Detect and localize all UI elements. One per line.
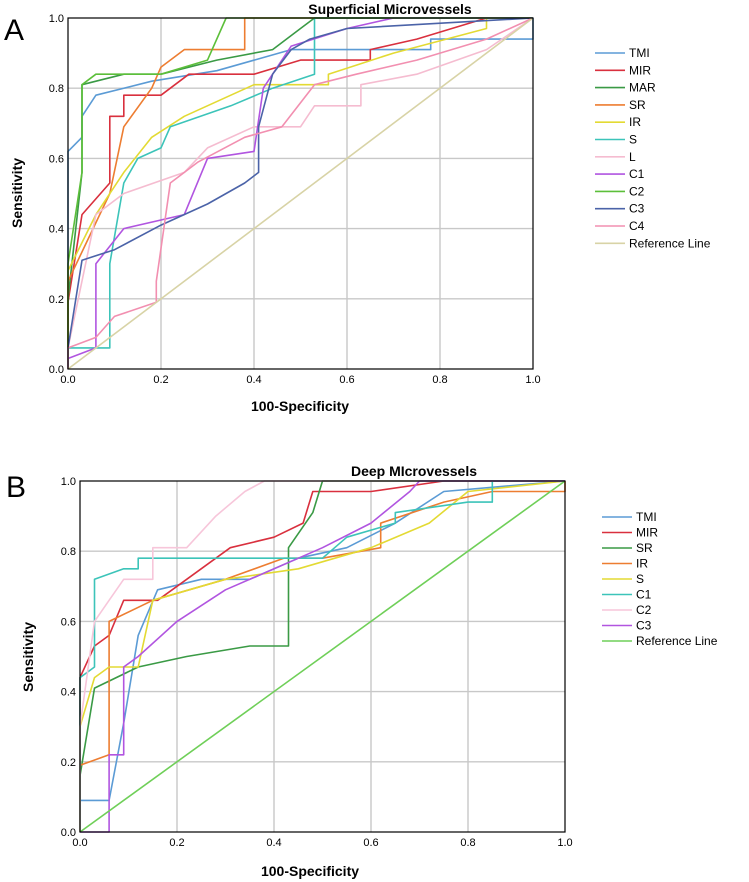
series-line-c3 (80, 480, 565, 833)
series-line-reference-line (79, 480, 566, 833)
series-line-mir (79, 480, 565, 832)
y-tick-label: 0.2 (49, 294, 64, 306)
x-tick-label: 0.2 (153, 374, 168, 386)
series-group-a (67, 17, 534, 370)
legend-label-c2: C2 (629, 184, 645, 198)
y-axis-label-b: Sensitivity (20, 622, 36, 692)
legend-label-sr: SR (636, 541, 653, 555)
x-axis-label-b: 100-Specificity (261, 863, 359, 879)
panel-letter-a: A (4, 14, 24, 47)
x-tick-label: 0.0 (60, 374, 75, 386)
legend-label-c3: C3 (629, 202, 645, 216)
x-tick-label: 1.0 (525, 374, 540, 386)
series-line-c3 (67, 17, 534, 369)
series-line-l (67, 17, 534, 369)
plot-frame-a (67, 17, 534, 370)
legend-label-s: S (629, 133, 637, 147)
series-line-sr (79, 480, 565, 832)
x-tick-label: 1.0 (557, 837, 572, 849)
y-tick-label: 0.8 (49, 83, 64, 95)
y-tick-label: 0.2 (61, 757, 76, 769)
chart-title-a: Superficial Microvessels (308, 1, 472, 17)
grid-b (80, 481, 565, 832)
legend-label-c2: C2 (636, 603, 652, 617)
legend-label-tmi: TMI (629, 46, 650, 60)
ticks-b: 0.0 0.2 0.4 0.6 0.8 1.0 0.0 0.2 0.4 0.6 0.8 1.0 (61, 476, 573, 849)
x-tick-label: 0.0 (72, 837, 87, 849)
x-tick-label: 0.8 (432, 374, 447, 386)
panel-letter-b: B (6, 471, 26, 504)
legend-label-c4: C4 (629, 219, 645, 233)
y-axis-label-a: Sensitivity (9, 158, 25, 228)
series-line-reference-line (67, 17, 534, 370)
x-tick-label: 0.6 (363, 837, 378, 849)
series-line-s (79, 480, 566, 832)
chart-title-b: Deep MIcrovessels (351, 463, 477, 479)
x-tick-label: 0.4 (266, 837, 281, 849)
y-tick-label: 1.0 (61, 476, 76, 488)
y-tick-label: 0.6 (61, 616, 76, 628)
legend-label-c1: C1 (629, 167, 645, 181)
deep-roc-chart: Deep MIcrovessels 0.0 0.2 0.4 0.6 0.8 1.00.00… (20, 463, 718, 879)
legend-label-c3: C3 (636, 619, 652, 633)
legend-label-s: S (636, 572, 644, 586)
x-tick-label: 0.4 (246, 374, 261, 386)
series-group-b (79, 480, 566, 833)
y-tick-label: 0.0 (49, 364, 64, 376)
legend-label-ir: IR (629, 115, 641, 129)
legend-label-mar: MAR (629, 81, 656, 95)
series-line-s (67, 17, 533, 369)
series-line-c2 (67, 17, 533, 369)
y-tick-label: 0.6 (49, 153, 64, 165)
y-tick-label: 0.8 (61, 546, 76, 558)
y-tick-label: 0.0 (61, 827, 76, 839)
legend-label-reference-line: Reference Line (629, 236, 711, 250)
legend-label-sr: SR (629, 98, 646, 112)
legend-label-mir: MIR (636, 526, 658, 540)
legend-label-mir: MIR (629, 63, 651, 77)
series-line-c4 (67, 17, 534, 369)
superficial-roc-chart: Superficial Microvessels 0.0 0.2 0.4 0.6 0.8… (9, 1, 711, 414)
legend-label-tmi: TMI (636, 510, 657, 524)
legend-label-l: L (629, 150, 636, 164)
y-tick-label: 1.0 (49, 13, 64, 25)
series-line-sr (67, 17, 533, 369)
ticks-a: 0.0 0.2 0.4 0.6 0.8 1.0 0.0 0.2 0.4 0.6 0.8 1.0 (49, 13, 541, 386)
series-line-ir (67, 17, 533, 369)
y-tick-label: 0.4 (49, 224, 64, 236)
y-tick-label: 0.4 (61, 687, 76, 699)
legend-a: TMI MIR MAR SR IR SL C1 C2 C3 C4 Reference Line (595, 46, 711, 250)
x-tick-label: 0.8 (460, 837, 475, 849)
series-line-c2 (79, 480, 565, 832)
legend-label-reference-line: Reference Line (636, 634, 718, 648)
x-axis-label-a: 100-Specificity (251, 398, 349, 414)
plot-frame-b (79, 480, 566, 833)
x-tick-label: 0.6 (339, 374, 354, 386)
series-line-mir (67, 17, 533, 369)
legend-label-c1: C1 (636, 588, 652, 602)
legend-label-ir: IR (636, 557, 648, 571)
x-tick-label: 0.2 (169, 837, 184, 849)
